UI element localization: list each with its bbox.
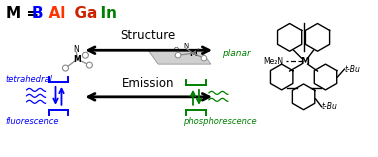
Text: O: O: [174, 47, 178, 52]
Text: Al: Al: [38, 6, 65, 21]
Text: M: M: [189, 49, 197, 58]
Text: M: M: [300, 57, 309, 66]
Text: M: M: [74, 55, 81, 64]
Polygon shape: [148, 50, 211, 64]
Text: In: In: [90, 6, 117, 21]
Text: t-Bu: t-Bu: [322, 102, 338, 111]
Text: phosphorescence: phosphorescence: [183, 117, 257, 126]
Circle shape: [201, 55, 207, 61]
Text: Emission: Emission: [122, 77, 174, 90]
Text: Structure: Structure: [121, 30, 176, 42]
Text: Me₂N: Me₂N: [263, 57, 284, 66]
Circle shape: [87, 62, 92, 68]
Text: tetrahedral: tetrahedral: [6, 75, 53, 84]
Circle shape: [82, 52, 88, 58]
Text: planar: planar: [222, 49, 251, 58]
Text: Ga: Ga: [64, 6, 98, 21]
Text: fluorescence: fluorescence: [6, 117, 59, 126]
Text: t-Bu: t-Bu: [344, 65, 360, 74]
Text: N: N: [183, 43, 189, 49]
Circle shape: [62, 65, 68, 71]
Text: M =: M =: [6, 6, 44, 21]
Circle shape: [175, 52, 181, 58]
Text: N: N: [74, 45, 79, 54]
Text: B: B: [32, 6, 43, 21]
